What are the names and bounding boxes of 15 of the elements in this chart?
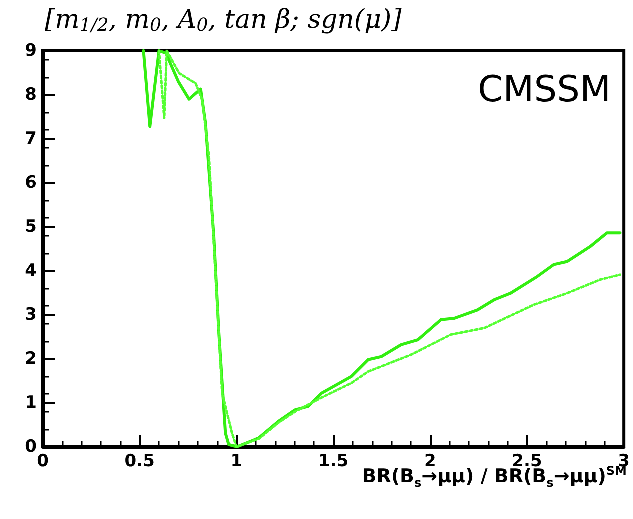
y-tick-label: 5	[25, 217, 37, 237]
y-tick-label: 1	[25, 393, 37, 413]
x-tick-label: 0.5	[124, 452, 155, 472]
x-tick-label: 1	[230, 452, 243, 472]
y-tick-label: 3	[25, 305, 37, 325]
y-tick-label: 6	[25, 173, 37, 193]
y-tick-label: 4	[25, 261, 38, 281]
y-tick-label: 2	[25, 349, 37, 369]
y-tick-label: 8	[25, 85, 37, 105]
x-tick-label: 2	[424, 452, 436, 472]
x-tick-label: 1.5	[318, 452, 349, 472]
y-tick-label: 9	[25, 41, 37, 61]
annotation: CMSSM	[478, 70, 612, 110]
y-tick-label: 0	[25, 437, 38, 457]
y-tick-label: 7	[25, 129, 37, 149]
